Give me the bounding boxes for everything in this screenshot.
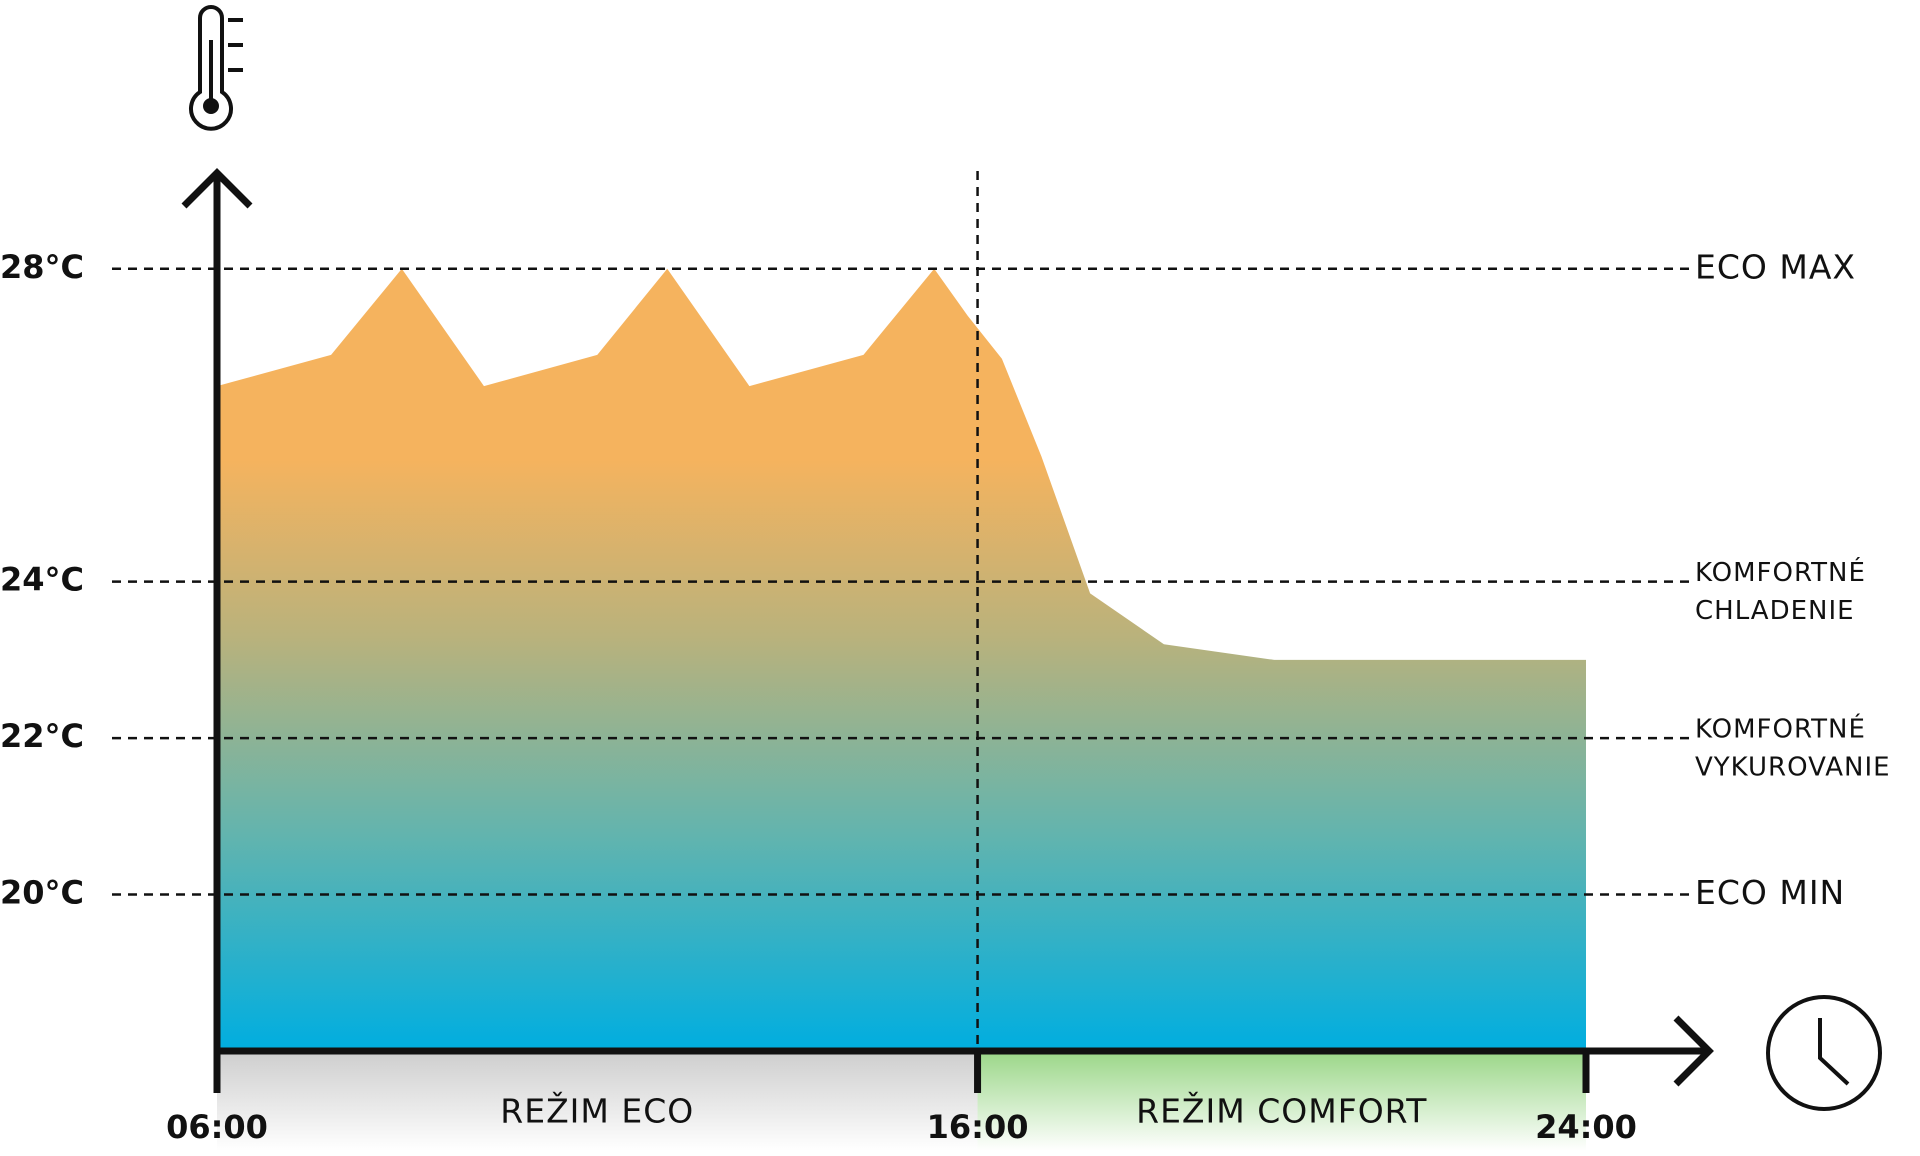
x-tick-label: 16:00 xyxy=(927,1108,1029,1146)
mode-label: REŽIM COMFORT xyxy=(1136,1091,1427,1131)
clock-icon xyxy=(1766,995,1882,1111)
x-tick-label: 24:00 xyxy=(1535,1108,1637,1146)
reference-label: ECO MAX xyxy=(1695,247,1856,286)
y-tick-label: 28°C xyxy=(0,248,84,286)
reference-label: CHLADENIE xyxy=(1695,596,1855,626)
reference-label: VYKUROVANIE xyxy=(1695,753,1891,783)
mode-label: REŽIM ECO xyxy=(500,1091,694,1131)
y-tick-label: 24°C xyxy=(0,561,84,599)
temperature-area xyxy=(217,268,1586,1051)
y-tick-label: 22°C xyxy=(0,717,84,755)
reference-label: KOMFORTNÉ xyxy=(1695,713,1866,745)
y-tick-label: 20°C xyxy=(0,874,84,912)
thermometer-icon xyxy=(189,5,243,131)
x-tick-label: 06:00 xyxy=(166,1108,268,1146)
reference-label: ECO MIN xyxy=(1695,873,1845,912)
y-axis-arrow xyxy=(181,168,253,209)
x-axis-arrow xyxy=(1673,1015,1714,1087)
mode-band xyxy=(217,1051,978,1151)
mode-band xyxy=(977,1051,1586,1151)
reference-label: KOMFORTNÉ xyxy=(1695,556,1866,588)
